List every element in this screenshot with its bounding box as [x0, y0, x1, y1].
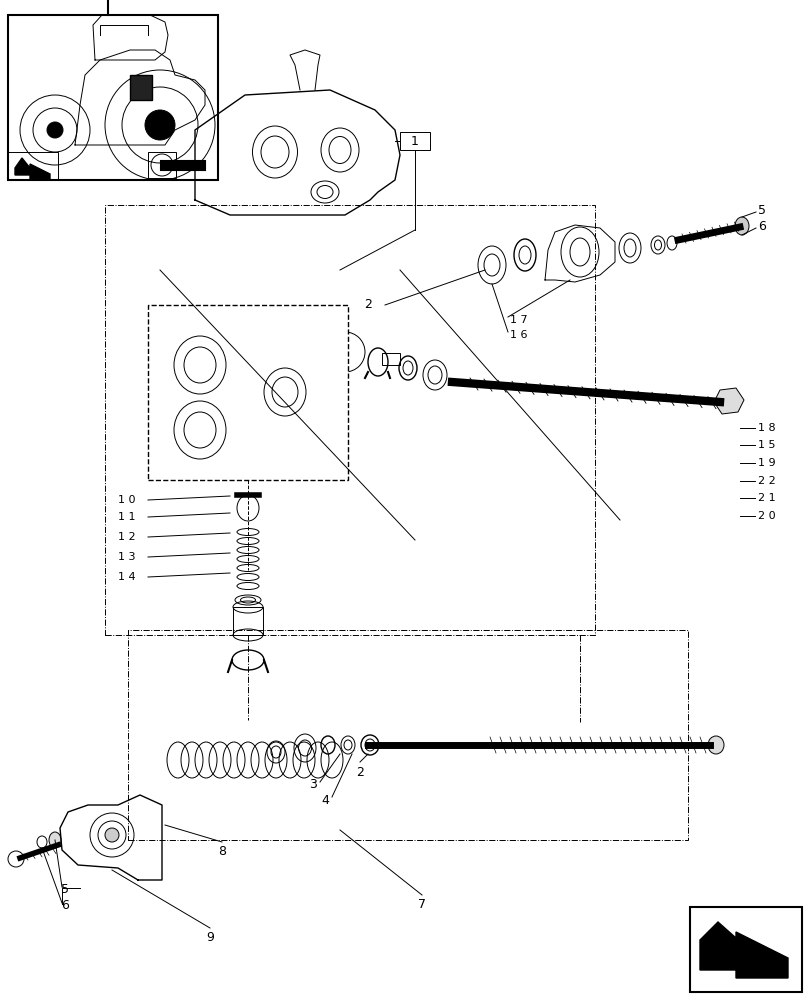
Bar [400, 132, 430, 150]
Polygon shape [699, 922, 787, 978]
Polygon shape [15, 158, 50, 179]
Text: 2: 2 [356, 766, 363, 778]
Text: 5: 5 [757, 204, 765, 217]
Text: 1 3: 1 3 [118, 552, 135, 562]
Circle shape [47, 122, 63, 138]
Polygon shape [713, 388, 743, 414]
Text: 2: 2 [363, 298, 371, 312]
Text: 1 4: 1 4 [118, 572, 135, 582]
Bar [381, 353, 400, 365]
Text: 5: 5 [61, 884, 69, 896]
Text: 2 0: 2 0 [757, 511, 775, 521]
Text: 1 7: 1 7 [509, 315, 527, 325]
Bar [128, 630, 687, 840]
Text: 1 8: 1 8 [757, 423, 775, 433]
Text: 1 1: 1 1 [118, 512, 135, 522]
Text: 1: 1 [410, 135, 418, 148]
Text: 1 5: 1 5 [757, 440, 775, 450]
Text: 1 9: 1 9 [757, 458, 775, 468]
Ellipse shape [707, 736, 723, 754]
Ellipse shape [105, 828, 119, 842]
Text: 3: 3 [309, 778, 316, 791]
Text: 9: 9 [206, 931, 213, 944]
Text: 7: 7 [418, 898, 426, 911]
Text: 4: 4 [320, 793, 328, 806]
Circle shape [145, 110, 175, 140]
Bar [148, 305, 348, 480]
Bar [148, 152, 176, 178]
Bar [130, 75, 152, 100]
Text: 1 0: 1 0 [118, 495, 135, 505]
Text: 2 1: 2 1 [757, 493, 775, 503]
Bar [8, 15, 217, 180]
Bar [105, 205, 594, 635]
Text: 6: 6 [61, 899, 69, 912]
Bar [8, 152, 58, 180]
Text: 8: 8 [217, 845, 225, 858]
Text: 2 2: 2 2 [757, 476, 775, 486]
Ellipse shape [49, 832, 61, 848]
Text: 6: 6 [757, 220, 765, 233]
Bar [233, 607, 263, 635]
Text: 1 6: 1 6 [509, 330, 527, 340]
Ellipse shape [734, 217, 748, 235]
Text: 1 2: 1 2 [118, 532, 135, 542]
Bar [689, 907, 801, 992]
